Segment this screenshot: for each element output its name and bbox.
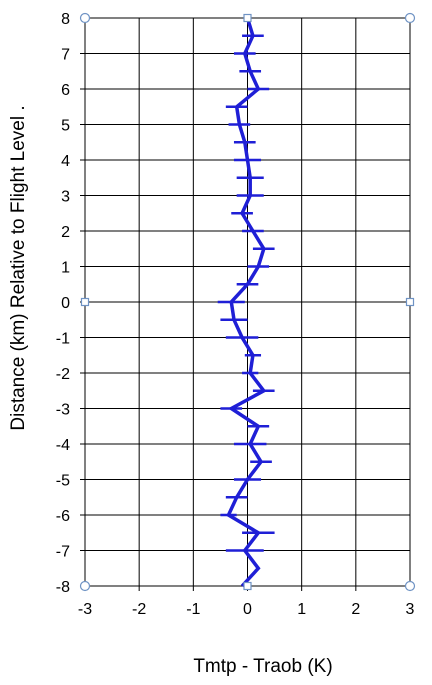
y-tick-label: -2 (56, 366, 70, 383)
resize-handle-corner[interactable] (79, 12, 91, 24)
y-tick-label: -4 (56, 437, 70, 454)
resize-handle-side[interactable] (243, 13, 252, 23)
x-tick-label: -2 (132, 601, 146, 618)
resize-handle-side[interactable] (405, 297, 415, 307)
y-axis-ticks: 8 7 6 5 4 3 2 1 0 -1 -2 -3 -4 -5 -6 -7 -8 (56, 11, 70, 596)
y-tick-label: -5 (56, 473, 70, 490)
resize-handle-corner[interactable] (79, 580, 91, 592)
y-tick-label: -6 (56, 508, 70, 525)
x-tick-label: -1 (186, 601, 200, 618)
y-tick-label: 7 (61, 47, 70, 64)
data-series (217, 17, 275, 588)
x-axis-ticks: -3 -2 -1 0 1 2 3 (78, 601, 415, 618)
x-tick-label: 1 (297, 601, 306, 618)
x-tick-label: 0 (243, 601, 252, 618)
y-tick-label: 3 (61, 189, 70, 206)
x-tick-label: 3 (406, 601, 415, 618)
y-axis-title: Distance (km) Relative to Flight Level . (8, 105, 29, 430)
resize-handle-corner[interactable] (404, 12, 416, 24)
x-axis-title: Tmtp - Traob (K) (193, 656, 332, 677)
resize-handle-corner[interactable] (404, 580, 416, 592)
y-tick-label: -8 (56, 579, 70, 596)
y-tick-label: 1 (61, 260, 70, 277)
x-tick-label: -3 (78, 601, 92, 618)
y-tick-label: 8 (61, 11, 70, 28)
y-tick-label: 2 (61, 224, 70, 241)
resize-handle-side[interactable] (80, 297, 90, 307)
y-tick-label: -7 (56, 544, 70, 561)
selection-handles[interactable] (79, 12, 416, 592)
resize-handle-side[interactable] (243, 581, 252, 591)
y-tick-label: 0 (61, 295, 70, 312)
y-tick-label: 6 (61, 82, 70, 99)
grid (80, 17, 411, 591)
x-tick-label: 2 (351, 601, 360, 618)
y-tick-label: 5 (61, 118, 70, 135)
y-tick-label: 4 (61, 153, 70, 170)
y-tick-label: -3 (56, 402, 70, 419)
y-tick-label: -1 (56, 331, 70, 348)
